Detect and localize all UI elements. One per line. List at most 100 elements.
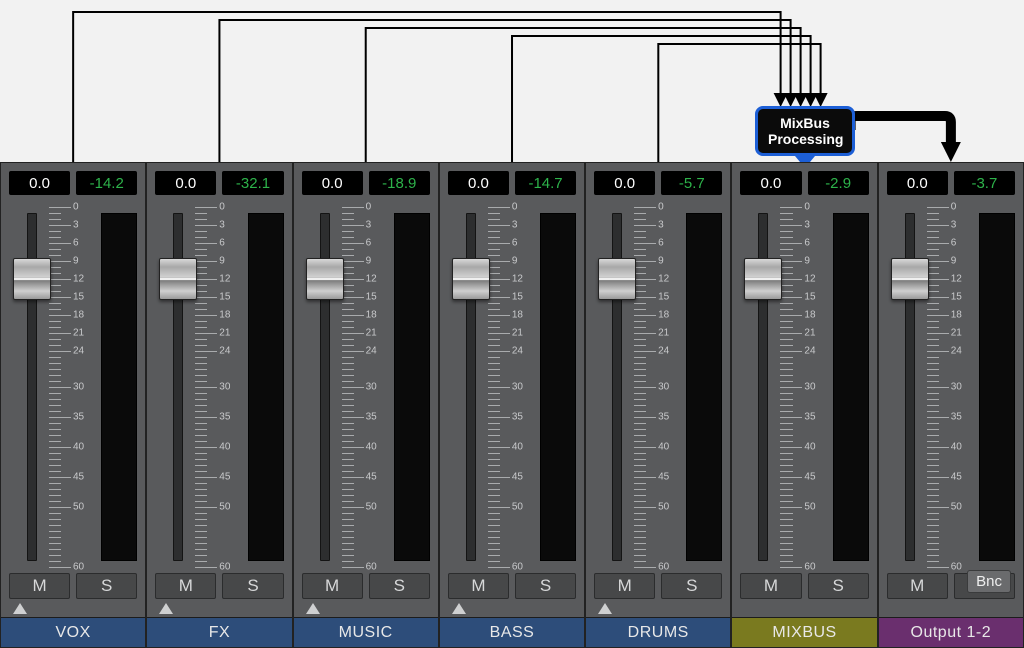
scale-tick-label: 60 — [219, 562, 230, 573]
scale-tick-label: 6 — [73, 238, 79, 249]
channel-fx: 0.0-32.103691215182124303540455060MSFX — [146, 162, 292, 648]
scale-tick-label: 40 — [219, 442, 230, 453]
scale-tick-label: 24 — [658, 346, 669, 357]
solo-button[interactable]: S — [369, 573, 430, 599]
fader-knob[interactable] — [13, 258, 51, 300]
mute-button[interactable]: M — [740, 573, 801, 599]
solo-button[interactable]: S — [808, 573, 869, 599]
fader-area: 03691215182124303540455060 — [302, 207, 430, 567]
scale-tick-label: 12 — [804, 274, 815, 285]
volume-readout: 0.0 — [448, 171, 509, 195]
scale-tick-label: 9 — [804, 256, 810, 267]
scale-tick-label: 9 — [951, 256, 957, 267]
scale-tick-label: 21 — [951, 328, 962, 339]
scale-tick-label: 3 — [512, 220, 518, 231]
scale-tick-label: 24 — [951, 346, 962, 357]
automation-indicator-row — [294, 603, 438, 617]
scale-tick-label: 12 — [512, 274, 523, 285]
automation-triangle-icon — [598, 603, 612, 614]
scale-tick-label: 3 — [804, 220, 810, 231]
fader-knob[interactable] — [159, 258, 197, 300]
scale-tick-label: 40 — [366, 442, 377, 453]
fader-knob[interactable] — [891, 258, 929, 300]
scale-tick-label: 0 — [951, 202, 957, 213]
scale-tick-label: 0 — [73, 202, 79, 213]
scale-tick-label: 21 — [219, 328, 230, 339]
channel-output: 0.0-3.703691215182124303540455060BncMSOu… — [878, 162, 1024, 648]
meter-readout: -32.1 — [222, 171, 283, 195]
fader-area: 03691215182124303540455060 — [155, 207, 283, 567]
scale-tick-label: 50 — [73, 502, 84, 513]
volume-readout: 0.0 — [740, 171, 801, 195]
channel-name-strip[interactable]: Output 1-2 — [879, 617, 1023, 647]
fader-scale: 03691215182124303540455060 — [342, 207, 364, 567]
channel-name-strip[interactable]: BASS — [440, 617, 584, 647]
channel-name-strip[interactable]: FX — [147, 617, 291, 647]
automation-triangle-icon — [159, 603, 173, 614]
solo-button[interactable]: S — [76, 573, 137, 599]
scale-tick-label: 18 — [804, 310, 815, 321]
level-meter — [248, 213, 284, 561]
scale-tick-label: 30 — [73, 382, 84, 393]
solo-button[interactable]: S — [515, 573, 576, 599]
scale-tick-label: 30 — [512, 382, 523, 393]
solo-button[interactable]: S — [661, 573, 722, 599]
scale-tick-label: 30 — [951, 382, 962, 393]
scale-tick-label: 15 — [804, 292, 815, 303]
meter-readout: -3.7 — [954, 171, 1015, 195]
fader-area: 03691215182124303540455060 — [594, 207, 722, 567]
scale-tick-label: 21 — [366, 328, 377, 339]
scale-tick-label: 6 — [658, 238, 664, 249]
meter-readout: -18.9 — [369, 171, 430, 195]
fader-knob[interactable] — [744, 258, 782, 300]
channel-bass: 0.0-14.703691215182124303540455060MSBASS — [439, 162, 585, 648]
solo-button[interactable]: S — [222, 573, 283, 599]
channel-name-strip[interactable]: MUSIC — [294, 617, 438, 647]
mute-button[interactable]: M — [594, 573, 655, 599]
fader-area: 03691215182124303540455060 — [740, 207, 868, 567]
mute-button[interactable]: M — [9, 573, 70, 599]
mute-button[interactable]: M — [448, 573, 509, 599]
scale-tick-label: 30 — [658, 382, 669, 393]
automation-indicator-row — [1, 603, 145, 617]
fader-knob[interactable] — [452, 258, 490, 300]
level-meter — [833, 213, 869, 561]
fader-scale: 03691215182124303540455060 — [634, 207, 656, 567]
scale-tick-label: 12 — [366, 274, 377, 285]
scale-tick-label: 60 — [512, 562, 523, 573]
scale-tick-label: 50 — [951, 502, 962, 513]
scale-tick-label: 45 — [366, 472, 377, 483]
fader-knob[interactable] — [306, 258, 344, 300]
scale-tick-label: 21 — [73, 328, 84, 339]
scale-tick-label: 15 — [658, 292, 669, 303]
scale-tick-label: 45 — [512, 472, 523, 483]
channel-name-strip[interactable]: VOX — [1, 617, 145, 647]
automation-indicator-row — [440, 603, 584, 617]
scale-tick-label: 15 — [366, 292, 377, 303]
channel-name-strip[interactable]: DRUMS — [586, 617, 730, 647]
scale-tick-label: 30 — [804, 382, 815, 393]
level-meter — [540, 213, 576, 561]
scale-tick-label: 12 — [951, 274, 962, 285]
mute-button[interactable]: M — [155, 573, 216, 599]
channel-mixbus: 0.0-2.903691215182124303540455060MSMIXBU… — [731, 162, 877, 648]
scale-tick-label: 9 — [658, 256, 664, 267]
scale-tick-label: 3 — [366, 220, 372, 231]
mute-button[interactable]: M — [887, 573, 948, 599]
scale-tick-label: 0 — [219, 202, 225, 213]
fader-knob[interactable] — [598, 258, 636, 300]
scale-tick-label: 9 — [512, 256, 518, 267]
scale-tick-label: 30 — [366, 382, 377, 393]
channel-name-strip[interactable]: MIXBUS — [732, 617, 876, 647]
scale-tick-label: 35 — [512, 412, 523, 423]
fader-scale: 03691215182124303540455060 — [927, 207, 949, 567]
level-meter — [979, 213, 1015, 561]
mute-button[interactable]: M — [302, 573, 363, 599]
meter-readout: -2.9 — [808, 171, 869, 195]
volume-readout: 0.0 — [594, 171, 655, 195]
scale-tick-label: 0 — [512, 202, 518, 213]
fader-scale: 03691215182124303540455060 — [49, 207, 71, 567]
scale-tick-label: 21 — [658, 328, 669, 339]
bounce-button[interactable]: Bnc — [967, 570, 1011, 593]
fader-area: 03691215182124303540455060 — [9, 207, 137, 567]
